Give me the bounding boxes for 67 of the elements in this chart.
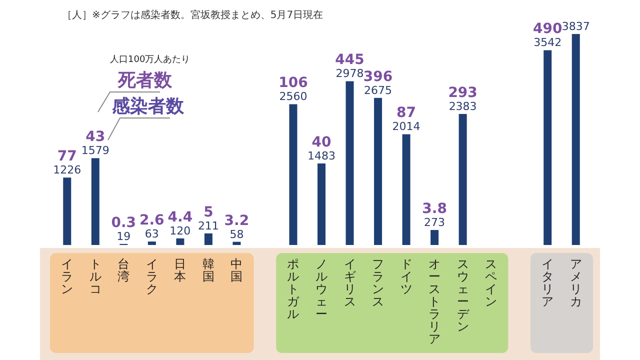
data-label: 63	[144, 228, 159, 241]
annotation: 106	[278, 75, 308, 92]
bar	[91, 158, 100, 245]
data-label: 2978	[336, 67, 364, 80]
data-label: 2560	[279, 90, 308, 104]
annotation: 396	[363, 68, 393, 85]
x-tick-label: イラン	[61, 257, 74, 296]
annotation: 43	[86, 129, 106, 146]
annotation: 人口100万人あたり	[110, 54, 190, 65]
x-tick-label: オーストラリア	[428, 257, 441, 346]
bar	[232, 242, 241, 245]
bar	[544, 50, 552, 245]
bar	[318, 163, 326, 245]
data-label: 2014	[392, 120, 420, 134]
x-tick-label: 台湾	[118, 257, 130, 284]
bar	[63, 178, 72, 245]
x-tick-label: アメリカ	[570, 257, 582, 308]
bar	[572, 34, 580, 245]
data-label: 211	[198, 219, 219, 232]
annotation: 445	[335, 52, 364, 68]
annotation: 77	[57, 148, 77, 165]
annotation: 490	[532, 21, 562, 38]
bar	[148, 242, 156, 245]
annotation: 87	[396, 105, 416, 122]
x-tick-label: イラク	[146, 257, 158, 296]
data-label: 273	[424, 216, 446, 229]
bar	[204, 233, 212, 245]
x-tick-label: フランス	[372, 257, 384, 308]
annotation: 40	[312, 134, 332, 150]
annotation: 5	[204, 204, 214, 220]
x-tick-label: ドイツ	[400, 257, 412, 296]
bar	[374, 98, 382, 245]
data-label: 120	[170, 224, 191, 238]
x-tick-label: 中国	[230, 257, 243, 284]
x-tick-label: トルコ	[89, 257, 102, 296]
annotation: 2.6	[140, 212, 164, 229]
data-label: 58	[230, 228, 244, 241]
data-label: 2675	[364, 84, 392, 97]
data-label: 3542	[534, 36, 562, 50]
data-label: 1579	[81, 144, 110, 158]
x-tick-label: イタリア	[542, 257, 554, 308]
data-label: 3837	[562, 20, 590, 33]
bar	[346, 81, 354, 245]
bar	[430, 230, 439, 245]
x-tick-label: ノルウェー	[316, 257, 328, 321]
chart-subtitle: ［人］※グラフは感染者数。宮坂教授まとめ、5月7日現在	[62, 9, 324, 21]
annotation: 感染者数	[111, 96, 185, 117]
data-label: 1483	[308, 149, 336, 162]
x-tick-label: 韓国	[202, 257, 214, 284]
data-label: 1226	[53, 164, 82, 177]
bar	[289, 104, 298, 245]
x-tick-label: 日本	[174, 257, 186, 284]
x-tick-label: ポルトガル	[287, 257, 300, 321]
annotation: 3.8	[422, 200, 447, 217]
x-tick-label: スウェーデン	[456, 257, 470, 334]
annotation: 293	[448, 84, 478, 101]
x-tick-label: イギリス	[344, 257, 356, 308]
data-label: 2383	[448, 100, 477, 113]
bar	[402, 134, 410, 245]
bar	[176, 238, 184, 245]
annotation: 0.3	[111, 214, 136, 231]
annotation: 3.2	[224, 212, 250, 229]
annotation: 4.4	[168, 209, 193, 226]
annotation: 死者数	[117, 70, 173, 91]
x-tick-label: スペイン	[485, 257, 498, 308]
bar	[458, 114, 467, 245]
data-label: 19	[116, 230, 131, 243]
